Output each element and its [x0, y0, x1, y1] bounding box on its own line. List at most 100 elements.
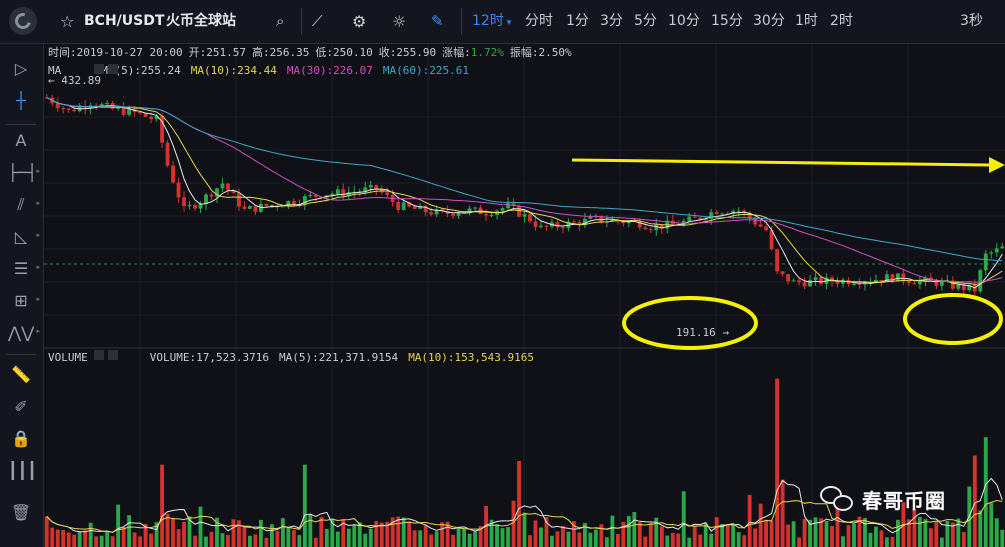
volume-bar [703, 523, 708, 547]
candle-body [643, 227, 648, 230]
draw-pencil-icon[interactable]: ✎ [431, 12, 444, 30]
volume-bar [440, 522, 445, 547]
parallel-channel-icon[interactable]: ☰ ▸ [13, 259, 40, 278]
volume-bar [539, 527, 543, 547]
candle-body [149, 116, 154, 120]
pencil-icon[interactable]: ✐ [14, 397, 28, 416]
triangle-icon[interactable]: ◺ ▸ [14, 227, 40, 246]
interval-30m[interactable]: 30分 [753, 13, 785, 29]
volume-bar [467, 533, 472, 547]
candle-body [747, 212, 752, 219]
cursor-icon[interactable]: ▷ [14, 59, 28, 78]
candle-body [341, 189, 346, 197]
ma-settings-icon[interactable] [94, 64, 104, 74]
candle-body [813, 277, 818, 280]
candle-body [55, 103, 60, 109]
volume-bar [989, 503, 994, 547]
candles-visibility-icon[interactable]: ┃┃┃ [8, 461, 37, 480]
volume-bar [368, 528, 373, 547]
volume-bar [895, 519, 900, 547]
volume-bar [116, 504, 121, 547]
theme-sun-icon[interactable]: ☼ [392, 12, 407, 31]
ma-legend: MA MA(5):255.24 MA(10):234.44 MA(30):226.07… [48, 64, 469, 77]
trendline-icon[interactable]: ⫽ ▸ [17, 195, 40, 214]
hline-icon[interactable]: ├─┤ ▸ [8, 163, 40, 182]
volume-settings-icon[interactable] [94, 350, 104, 360]
candle-body [637, 220, 642, 228]
candle-body [555, 222, 560, 228]
candle-body [220, 183, 225, 189]
volume-bar [445, 521, 450, 547]
volume-bar [632, 512, 637, 547]
volume-bar [330, 518, 335, 547]
exchange-logo [9, 7, 37, 35]
volume-bar [83, 530, 88, 547]
candle-body [994, 248, 999, 253]
interval-3m[interactable]: 3分 [600, 13, 623, 29]
candle-body [687, 216, 692, 221]
interval-1h[interactable]: 1时 [795, 13, 818, 29]
candle-body [264, 203, 269, 206]
volume-bar [906, 519, 911, 547]
candle-body [956, 284, 961, 289]
candle-body [154, 115, 159, 120]
volume-bar [363, 533, 368, 547]
candle-body [539, 225, 543, 227]
interval-10m[interactable]: 10分 [668, 13, 700, 29]
candle-body [582, 218, 587, 226]
candle-body [857, 283, 862, 285]
volume-bar [808, 519, 812, 547]
candle-body [182, 197, 186, 207]
volume-bar [489, 519, 494, 547]
volume-bar [846, 525, 851, 547]
volume-bar [511, 500, 516, 547]
volume-bar [528, 535, 532, 547]
interval-15m[interactable]: 15分 [711, 13, 743, 29]
candle-body [819, 277, 823, 284]
volume-bar [654, 517, 659, 547]
trash-icon[interactable]: 🗑 [10, 503, 32, 522]
refresh-rate[interactable]: 3秒 [960, 13, 983, 29]
wave-icon[interactable]: ⋀⋁ ▸ [8, 323, 40, 342]
text-icon[interactable]: A [15, 131, 27, 150]
candle-body [659, 224, 664, 229]
candle-body [105, 103, 110, 105]
candle-body [456, 213, 461, 216]
candle-body [780, 271, 785, 275]
volume-bar [215, 517, 219, 547]
volume-bar [50, 527, 55, 547]
candle-body [275, 204, 280, 207]
interval-2h[interactable]: 2时 [830, 13, 853, 29]
candle-body [835, 281, 840, 284]
volume-bar [176, 529, 181, 547]
lock-icon[interactable]: 🔒 [11, 429, 31, 448]
crosshair-icon[interactable]: ┼ [16, 91, 26, 110]
volume-bar [335, 531, 340, 547]
volume-bar [791, 521, 796, 547]
volume-bar [160, 464, 164, 547]
candlestick-chart[interactable]: 时间:2019-10-27 20:00 开:251.57 高:256.35 低:250… [44, 44, 1005, 547]
ma-close-icon[interactable] [108, 64, 118, 74]
ruler-icon[interactable]: 📏 [11, 365, 31, 384]
candle-body [698, 217, 703, 220]
volume-bar [626, 516, 631, 547]
volume-close-icon[interactable] [108, 350, 118, 360]
candle-body [917, 280, 922, 285]
volume-bar [132, 532, 137, 547]
measure-grid-icon[interactable]: ⊞ ▸ [14, 291, 40, 310]
favorite-star-icon[interactable]: ☆ [60, 12, 75, 31]
trading-pair[interactable]: BCH/USDT [84, 13, 165, 29]
volume-bar [66, 532, 71, 547]
candle-body [187, 205, 192, 207]
candle-body [61, 108, 66, 110]
volume-bar [193, 535, 197, 547]
settings-gear-icon[interactable]: ⚙ [352, 12, 367, 31]
interval-1m[interactable]: 1分 [566, 13, 589, 29]
search-icon[interactable]: ⌕ [276, 12, 285, 30]
candle-body [709, 212, 714, 219]
divider [6, 354, 36, 355]
interval-5m[interactable]: 5分 [634, 13, 657, 29]
interval-timeline[interactable]: 分时 [525, 13, 553, 29]
indicator-icon[interactable]: ⟋ [312, 12, 323, 30]
interval-12h[interactable]: 12时 ▾ [472, 0, 511, 43]
